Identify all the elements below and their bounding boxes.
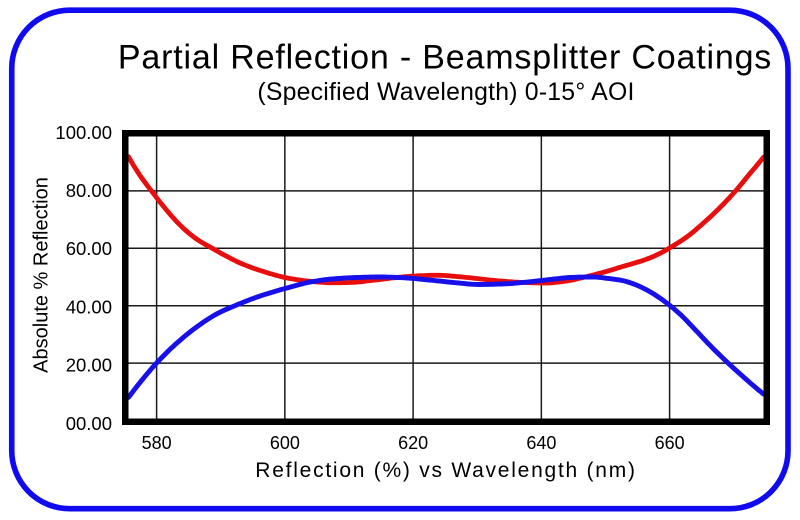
svg-text:Absolute % Reflection: Absolute % Reflection bbox=[31, 177, 53, 373]
svg-text:580: 580 bbox=[142, 433, 172, 453]
svg-text:100.00: 100.00 bbox=[55, 122, 112, 143]
svg-text:60.00: 60.00 bbox=[66, 238, 112, 259]
svg-text:00.00: 00.00 bbox=[66, 413, 112, 434]
svg-text:80.00: 80.00 bbox=[66, 180, 112, 201]
svg-text:640: 640 bbox=[526, 433, 556, 453]
svg-text:40.00: 40.00 bbox=[66, 296, 112, 317]
svg-text:660: 660 bbox=[655, 433, 685, 453]
svg-text:20.00: 20.00 bbox=[66, 355, 112, 376]
svg-text:Reflection (%) vs Wavelength (: Reflection (%) vs Wavelength (nm) bbox=[255, 459, 636, 482]
svg-text:Partial Reflection - Beamsplit: Partial Reflection - Beamsplitter Coatin… bbox=[118, 39, 772, 77]
svg-text:600: 600 bbox=[270, 433, 300, 453]
svg-text:(Specified Wavelength) 0-15° A: (Specified Wavelength) 0-15° AOI bbox=[257, 79, 634, 106]
svg-text:620: 620 bbox=[398, 433, 428, 453]
